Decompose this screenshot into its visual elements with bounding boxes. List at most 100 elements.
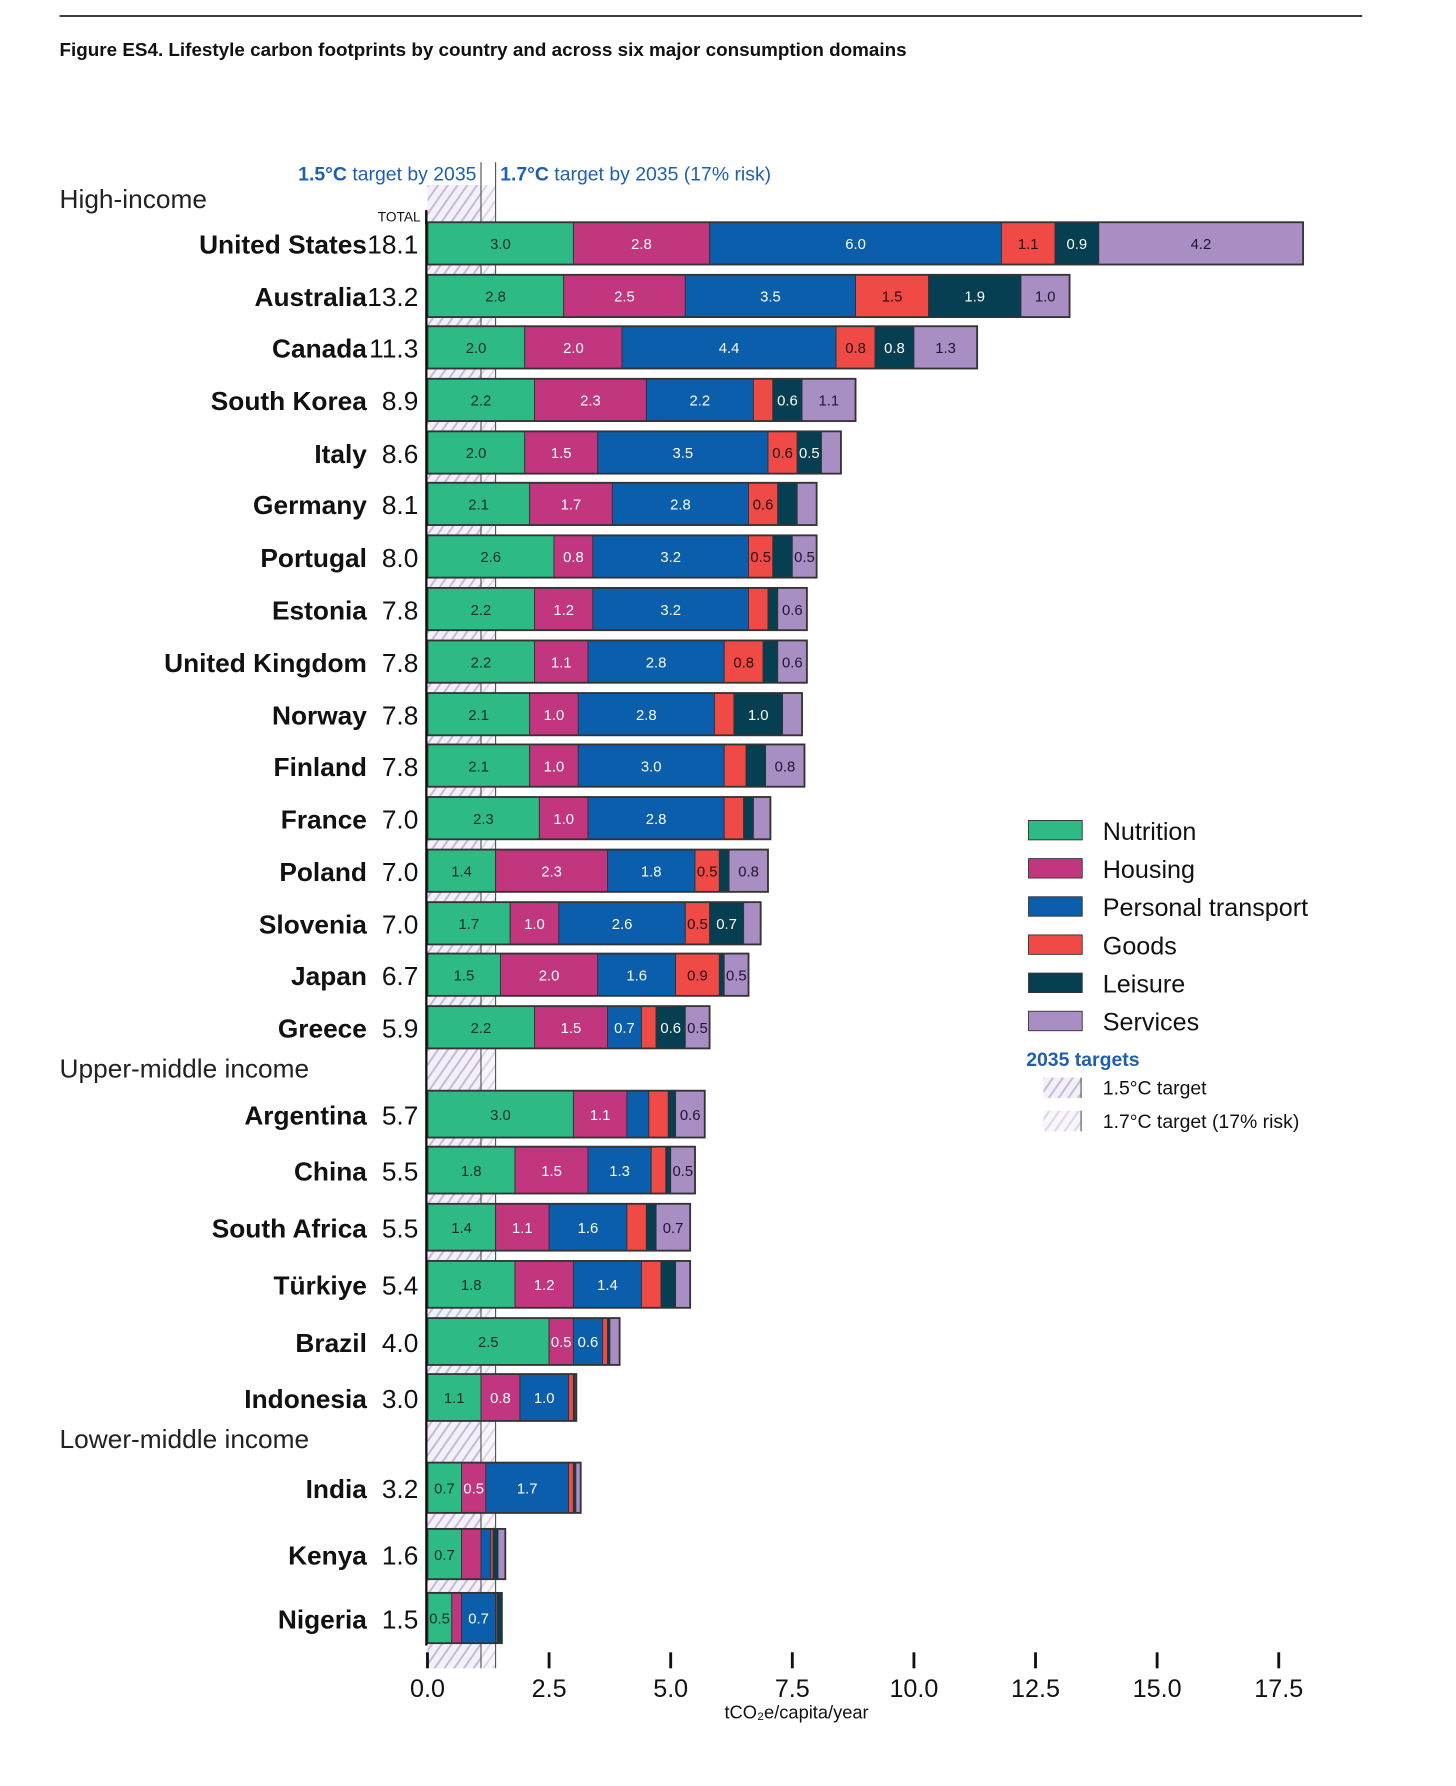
- country-label: Brazil: [295, 1328, 367, 1358]
- country-label: Canada: [272, 334, 367, 364]
- x-tick-label: 0.0: [410, 1675, 445, 1703]
- bar-value-label: 1.5: [454, 968, 475, 984]
- country-total: 8.1: [382, 490, 419, 520]
- bar-segment-goods: [835, 325, 876, 369]
- bar-value-label: 1.7: [561, 498, 582, 514]
- bar-segment-housing: [451, 1592, 462, 1644]
- bar-segment-personal-transport: [480, 1528, 492, 1580]
- bar-segment-personal-transport: [626, 1090, 650, 1138]
- bar-segment-services: [743, 901, 762, 945]
- total-header: TOTAL: [378, 210, 421, 225]
- bar-value-label: 2.3: [541, 864, 562, 880]
- bar-segment-nutrition: [427, 1462, 462, 1514]
- legend-label: Leisure: [1103, 971, 1185, 999]
- country-total: 13.2: [367, 282, 418, 312]
- country-total: 1.5: [382, 1604, 419, 1634]
- bar-value-label: 2.2: [471, 603, 492, 619]
- bar-value-label: 2.3: [580, 394, 601, 410]
- bar-segment-nutrition: [427, 430, 526, 475]
- bar-segment-services: [1020, 274, 1071, 318]
- country-total: 8.6: [382, 439, 419, 469]
- bar-segment-personal-transport: [587, 640, 725, 684]
- bar-value-label: 0.5: [463, 1481, 484, 1497]
- bar-value-label: 0.7: [434, 1548, 455, 1564]
- bar-segment-services: [782, 692, 803, 736]
- x-tick-label: 17.5: [1254, 1675, 1303, 1703]
- bar-value-label: 0.5: [750, 550, 771, 566]
- bar-segment-leisure: [665, 1146, 672, 1194]
- bar-segment-goods: [714, 692, 735, 736]
- bar-segment-goods: [1001, 221, 1056, 265]
- bar-value-label: 1.2: [553, 603, 574, 619]
- bar-value-label: 3.0: [490, 237, 511, 253]
- bar-value-label: 2.2: [471, 655, 492, 671]
- bar-value-label: 1.0: [1035, 290, 1056, 306]
- bar-value-label: 0.8: [490, 1391, 511, 1407]
- country-label: Finland: [274, 752, 367, 782]
- country-total: 11.3: [369, 334, 418, 364]
- bar-segment-nutrition: [427, 640, 535, 684]
- bar-value-label: 1.8: [461, 1164, 482, 1180]
- bar-value-label: 2.8: [631, 237, 652, 253]
- bar-value-label: 3.0: [641, 759, 662, 775]
- bar-value-label: 0.7: [663, 1221, 684, 1237]
- country-label: Türkiye: [273, 1271, 366, 1301]
- country-total: 7.8: [382, 648, 419, 678]
- bar-value-label: 0.5: [429, 1612, 450, 1628]
- legend-targets-title: 2035 targets: [1026, 1049, 1139, 1071]
- legend-label: Goods: [1103, 932, 1177, 960]
- bar-value-label: 1.5: [541, 1164, 562, 1180]
- bar-segment-goods: [723, 796, 745, 840]
- bar-segment-housing: [548, 1317, 574, 1366]
- bar-segment-leisure: [772, 378, 803, 422]
- bar-segment-nutrition: [427, 325, 526, 369]
- bar-value-label: 2.0: [539, 968, 560, 984]
- bar-segment-services: [752, 796, 771, 840]
- legend-target-swatch: [1043, 1077, 1082, 1099]
- country-label: United States: [199, 230, 367, 260]
- legend-label: Services: [1103, 1009, 1199, 1037]
- country-label: Kenya: [288, 1540, 367, 1570]
- legend-label: Nutrition: [1103, 818, 1197, 846]
- x-axis-label: tCO₂e/capita/year: [724, 1702, 868, 1723]
- bar-segment-services: [684, 1005, 711, 1049]
- bar-value-label: 0.7: [614, 1021, 635, 1037]
- country-label: Slovenia: [259, 910, 367, 940]
- bar-value-label: 1.5: [882, 290, 903, 306]
- bar-segment-personal-transport: [572, 1260, 642, 1309]
- country-label: Australia: [255, 282, 368, 312]
- country-label: South Africa: [212, 1214, 368, 1244]
- bar-segment-services: [609, 1317, 621, 1366]
- country-total: 7.8: [382, 595, 419, 625]
- country-total: 18.1: [367, 230, 418, 260]
- x-tick-label: 15.0: [1133, 1675, 1182, 1703]
- bar-value-label: 1.0: [748, 708, 769, 724]
- bar-value-label: 0.6: [782, 603, 803, 619]
- bar-value-label: 1.0: [534, 1391, 555, 1407]
- bar-value-label: 2.5: [478, 1335, 499, 1351]
- bar-segment-housing: [534, 378, 647, 422]
- country-label: Japan: [291, 961, 367, 991]
- bar-value-label: 0.6: [772, 446, 793, 462]
- country-label: Greece: [278, 1014, 367, 1044]
- bar-segment-personal-transport: [607, 849, 696, 893]
- legend-swatch-personal-transport: [1028, 896, 1083, 917]
- bar-value-label: 1.0: [544, 708, 565, 724]
- country-label: Argentina: [244, 1100, 367, 1130]
- bar-value-label: 1.5: [561, 1021, 582, 1037]
- bar-value-label: 0.7: [468, 1612, 489, 1628]
- group-label: Upper-middle income: [60, 1054, 310, 1084]
- bar-segment-housing: [524, 430, 599, 475]
- x-tick-label: 10.0: [889, 1675, 938, 1703]
- legend-label: Housing: [1103, 856, 1195, 884]
- bar-value-label: 0.6: [777, 394, 798, 410]
- bar-value-label: 2.1: [468, 759, 489, 775]
- bar-segment-housing: [509, 901, 560, 945]
- legend-label: Personal transport: [1103, 894, 1308, 922]
- bar-value-label: 2.1: [468, 708, 489, 724]
- bar-value-label: 0.6: [782, 655, 803, 671]
- bar-value-label: 0.5: [687, 917, 708, 933]
- bar-segment-personal-transport: [597, 430, 769, 475]
